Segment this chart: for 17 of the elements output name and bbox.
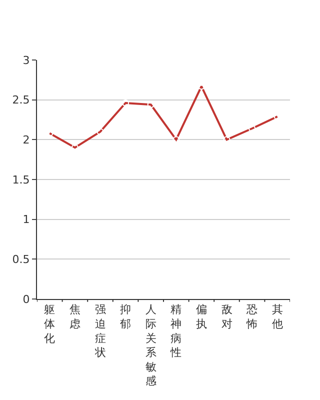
x-tick-label: 躯体化	[44, 303, 56, 345]
y-tick-label: 2.5	[12, 94, 30, 107]
y-tick-label: 1.5	[12, 173, 30, 186]
x-tick-label: 焦虑	[69, 303, 80, 330]
x-tick-label: 人际关系敏感	[145, 303, 156, 388]
y-tick-label: 1	[22, 213, 30, 226]
x-tick-label: 恐怖	[246, 303, 258, 330]
x-tick-label: 精神病性	[170, 303, 182, 360]
y-tick-label: 3	[22, 54, 30, 67]
y-tick-label: 0.5	[12, 253, 30, 266]
y-tick-label: 0	[22, 292, 30, 306]
y-tick-label: 2	[22, 134, 30, 147]
x-tick-label: 抑郁	[120, 303, 132, 330]
x-tick-label: 强迫症状	[94, 303, 106, 360]
x-tick-label: 敌对	[221, 303, 232, 330]
x-tick-label: 其他	[272, 303, 283, 330]
x-tick-label: 偏执	[196, 303, 207, 330]
